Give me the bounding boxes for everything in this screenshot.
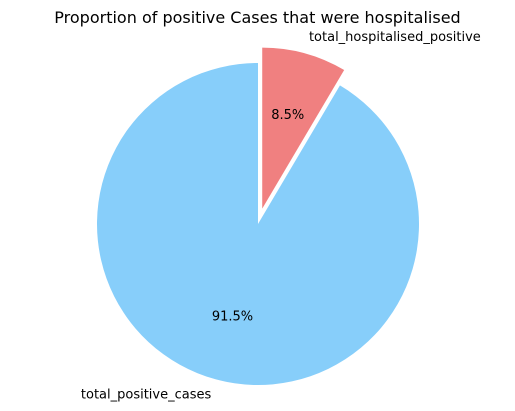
slice-pct-total-hospitalised-positive: 8.5% <box>271 108 304 123</box>
pie-slice-total-hospitalised-positive <box>262 47 345 209</box>
slice-label-total-hospitalised-positive: total_hospitalised_positive <box>309 30 481 45</box>
pie-slice-total-positive-cases <box>96 62 419 385</box>
chart-title: Proportion of positive Cases that were h… <box>54 8 461 27</box>
slice-label-total-positive-cases: total_positive_cases <box>81 387 212 402</box>
slice-pct-total-positive-cases: 91.5% <box>212 310 253 325</box>
